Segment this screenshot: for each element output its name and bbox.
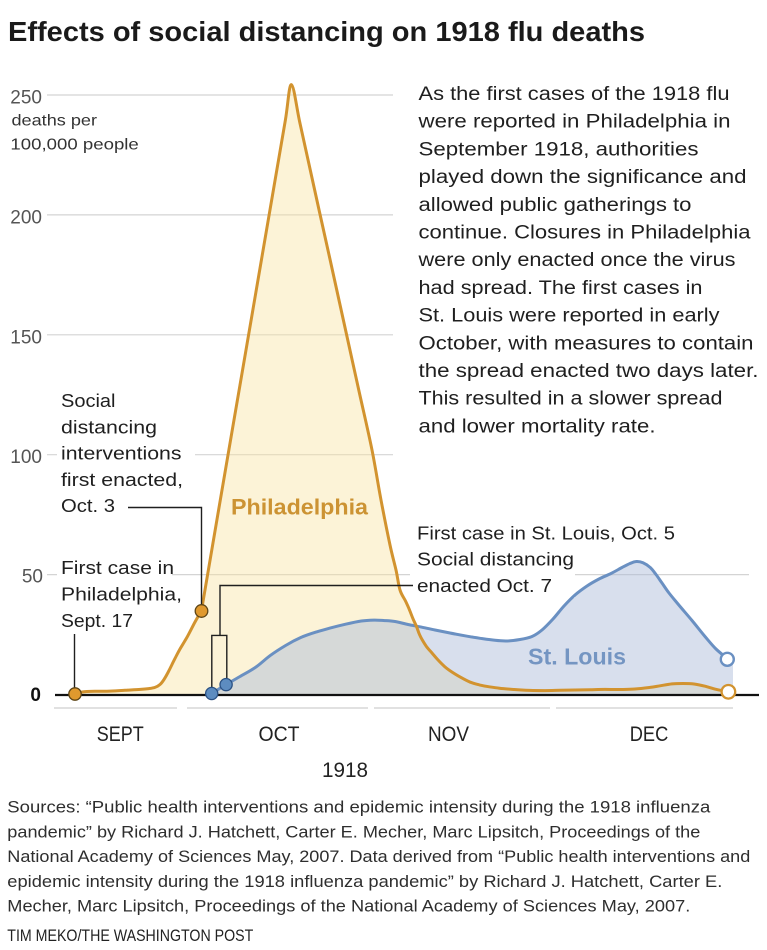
svg-text:pandemic” by Richard J. Hatche: pandemic” by Richard J. Hatchett, Carter… bbox=[7, 823, 700, 841]
svg-text:St. Louis: St. Louis bbox=[528, 644, 626, 670]
svg-text:100: 100 bbox=[10, 447, 42, 468]
svg-text:200: 200 bbox=[10, 207, 42, 228]
svg-text:0: 0 bbox=[30, 685, 41, 706]
svg-text:Effects of social distancing o: Effects of social distancing on 1918 flu… bbox=[8, 16, 645, 47]
svg-text:Sept. 17: Sept. 17 bbox=[61, 611, 133, 631]
svg-text:Philadelphia,: Philadelphia, bbox=[61, 585, 182, 605]
svg-text:Social: Social bbox=[61, 391, 116, 411]
svg-text:100,000 people: 100,000 people bbox=[10, 137, 139, 154]
svg-text:October, with measures to cont: October, with measures to contain bbox=[419, 333, 754, 354]
svg-text:interventions: interventions bbox=[61, 444, 182, 464]
svg-text:continue. Closures in Philadel: continue. Closures in Philadelphia bbox=[419, 223, 752, 244]
svg-text:Philadelphia: Philadelphia bbox=[231, 495, 368, 520]
svg-text:DEC: DEC bbox=[630, 722, 669, 746]
svg-text:played down the significance a: played down the significance and bbox=[419, 167, 747, 188]
svg-text:deaths per: deaths per bbox=[12, 113, 98, 130]
svg-text:enacted Oct. 7: enacted Oct. 7 bbox=[417, 576, 552, 596]
svg-text:first enacted,: first enacted, bbox=[61, 470, 183, 490]
svg-text:allowed public gatherings to: allowed public gatherings to bbox=[419, 195, 692, 216]
svg-text:First case in St. Louis, Oct.: First case in St. Louis, Oct. 5 bbox=[417, 524, 675, 544]
svg-text:Oct. 3: Oct. 3 bbox=[61, 496, 115, 516]
svg-text:OCT: OCT bbox=[259, 722, 300, 746]
svg-text:and lower mortality rate.: and lower mortality rate. bbox=[419, 416, 656, 437]
svg-text:250: 250 bbox=[10, 88, 42, 109]
svg-text:were only enacted once the vir: were only enacted once the virus bbox=[417, 250, 735, 271]
svg-text:1918: 1918 bbox=[322, 759, 368, 782]
svg-text:TIM MEKO/THE WASHINGTON POST: TIM MEKO/THE WASHINGTON POST bbox=[7, 926, 253, 945]
svg-text:50: 50 bbox=[22, 567, 43, 588]
svg-text:SEPT: SEPT bbox=[97, 722, 144, 746]
svg-text:were reported in Philadelphia: were reported in Philadelphia in bbox=[417, 112, 730, 133]
svg-text:150: 150 bbox=[10, 327, 42, 348]
svg-text:the spread enacted two days la: the spread enacted two days later. bbox=[419, 361, 759, 382]
svg-text:Mecher, Marc Lipsitch, Proceed: Mecher, Marc Lipsitch, Proceedings of th… bbox=[7, 898, 690, 916]
svg-text:distancing: distancing bbox=[61, 417, 157, 437]
svg-text:St. Louis were reported in ear: St. Louis were reported in early bbox=[419, 306, 721, 327]
svg-text:Sources: “Public health interv: Sources: “Public health interventions an… bbox=[7, 799, 711, 817]
svg-text:This resulted in a slower spre: This resulted in a slower spread bbox=[419, 389, 723, 410]
svg-text:First case in: First case in bbox=[61, 558, 174, 578]
svg-text:NOV: NOV bbox=[428, 722, 470, 746]
svg-text:Social distancing: Social distancing bbox=[417, 550, 574, 570]
svg-text:had spread. The first cases in: had spread. The first cases in bbox=[419, 278, 703, 299]
svg-text:As the first cases of the 1918: As the first cases of the 1918 flu bbox=[419, 84, 730, 105]
svg-text:epidemic intensity during the: epidemic intensity during the 1918 influ… bbox=[7, 873, 722, 891]
svg-text:September 1918, authorities: September 1918, authorities bbox=[419, 139, 699, 160]
svg-text:National Academy of Sciences M: National Academy of Sciences May, 2007. … bbox=[7, 848, 750, 866]
